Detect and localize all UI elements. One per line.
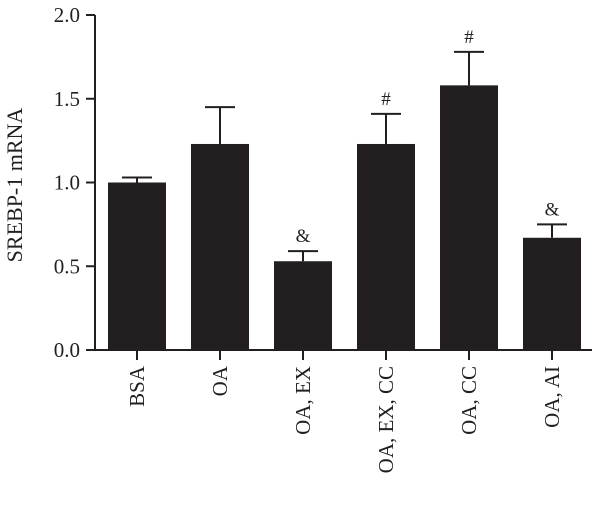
significance-mark-4: # xyxy=(464,27,474,48)
significance-mark-2: & xyxy=(296,226,311,247)
significance-mark-5: & xyxy=(545,199,560,220)
bars-group xyxy=(108,85,581,350)
x-tick-label-1: OA xyxy=(208,365,232,396)
x-tick-label-3: OA, EX, CC xyxy=(374,366,398,473)
y-axis-title: SREBP-1 mRNA xyxy=(2,108,27,263)
error-bars-group xyxy=(122,50,567,262)
y-tick-label-3: 1.5 xyxy=(54,87,80,111)
bar-5 xyxy=(523,237,581,350)
bar-0 xyxy=(108,182,166,350)
y-tick-label-0: 0.0 xyxy=(54,338,80,362)
x-labels-group: BSA OA OA, EX OA, EX, CC OA, CC OA, AI xyxy=(125,365,564,473)
y-tick-label-4: 2.0 xyxy=(54,3,80,27)
y-tick-label-1: 0.5 xyxy=(54,254,80,278)
axes-group xyxy=(94,15,592,360)
bar-3 xyxy=(357,143,415,350)
bar-4 xyxy=(440,85,498,350)
x-tick-label-0: BSA xyxy=(125,365,149,407)
bar-2 xyxy=(274,261,332,350)
significance-mark-3: # xyxy=(381,89,391,110)
x-tick-label-5: OA, AI xyxy=(540,366,564,428)
x-tick-label-2: OA, EX xyxy=(291,366,315,435)
bar-1 xyxy=(191,143,249,350)
x-tick-label-4: OA, CC xyxy=(457,366,481,435)
annotations-group: & # # & xyxy=(296,27,560,247)
y-ticks-group: 0.0 0.5 1.0 1.5 2.0 xyxy=(54,3,95,362)
y-tick-label-2: 1.0 xyxy=(54,171,80,195)
